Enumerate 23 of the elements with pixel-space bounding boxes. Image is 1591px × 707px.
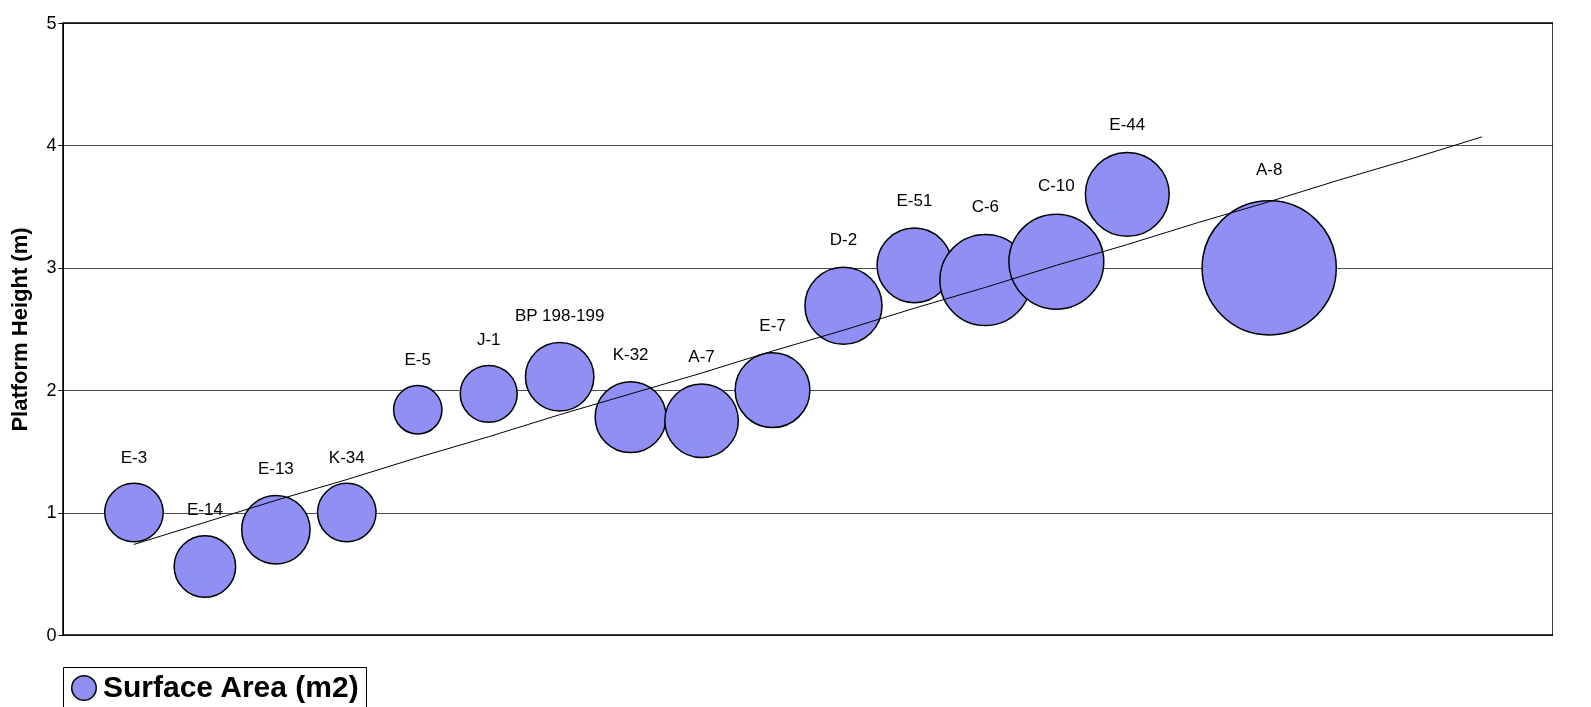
y-tick-label: 4	[46, 134, 57, 155]
data-label: E-5	[404, 350, 431, 370]
data-label: E-7	[759, 316, 786, 336]
data-label: A-8	[1255, 160, 1283, 180]
data-label: E-13	[257, 459, 294, 479]
y-tick-label: 3	[46, 257, 57, 278]
data-label: BP 198-199	[514, 306, 605, 326]
data-label: C-6	[971, 196, 1000, 216]
data-label: D-2	[829, 230, 858, 250]
data-label: E-44	[1109, 115, 1146, 135]
data-label: E-51	[896, 191, 933, 211]
data-label: A-7	[688, 347, 715, 367]
y-tick-label: 2	[46, 379, 57, 400]
legend-label: Surface Area (m2)	[103, 670, 359, 703]
data-label: J-1	[476, 329, 501, 349]
data-label: C-10	[1037, 176, 1075, 196]
y-tick-label: 0	[46, 624, 57, 645]
y-tick-label: 5	[46, 12, 57, 33]
data-label: E-3	[120, 447, 148, 467]
data-label: K-32	[612, 345, 649, 365]
y-tick-label: 1	[46, 502, 57, 523]
y-axis-title: Platform Height (m)	[7, 227, 33, 432]
data-label: K-34	[328, 447, 365, 467]
